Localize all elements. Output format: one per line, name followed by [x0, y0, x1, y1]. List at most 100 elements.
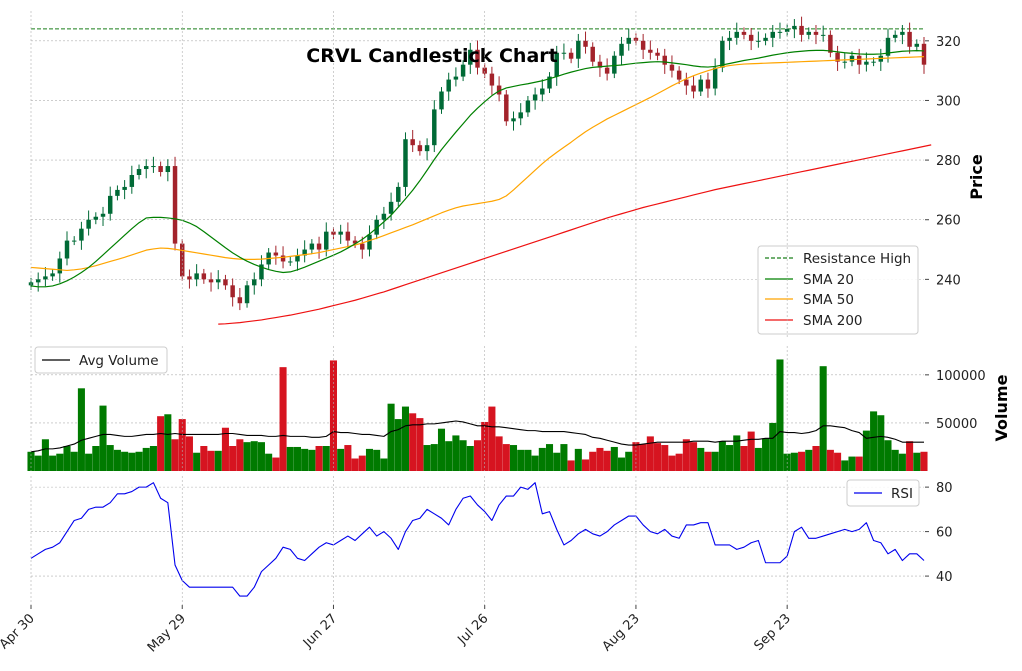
candle-body [381, 213, 387, 220]
candle-body [720, 40, 725, 68]
candle-body [388, 201, 394, 214]
candle-body [612, 55, 617, 74]
volume-bar [610, 446, 618, 471]
volume-bar [63, 446, 71, 471]
volume-bar [423, 445, 431, 471]
candle-body [93, 216, 99, 220]
rsi-legend-box [846, 479, 920, 507]
volume-axis-label: Volume [992, 374, 1011, 441]
candle-body [57, 258, 63, 274]
candle-body [460, 64, 466, 77]
volume-bar [805, 449, 813, 471]
volume-bar [473, 440, 482, 471]
candle-body [626, 37, 631, 44]
volume-bar [704, 451, 712, 471]
volume-bar [906, 441, 914, 471]
volume-bar [301, 448, 309, 471]
volume-bar [164, 414, 172, 471]
volume-bar [884, 440, 892, 471]
volume-bar [56, 453, 64, 471]
volume-bar [113, 449, 121, 471]
chart-title: CRVL Candlestick Chart [306, 45, 557, 67]
legend-label-sma200: SMA 200 [803, 313, 863, 329]
price-y-tick-label: 300 [936, 94, 961, 109]
candle-body [590, 46, 595, 62]
volume-bar [358, 455, 366, 471]
volume-bar [754, 447, 762, 471]
volume-bar [747, 431, 755, 471]
volume-bar [625, 451, 633, 471]
candle-body [86, 219, 91, 229]
candle-body [64, 240, 70, 259]
candle-body [165, 166, 171, 173]
candle-body [576, 40, 581, 59]
legend-label-rsi: RSI [891, 486, 913, 502]
volume-bar [351, 458, 359, 471]
candle-body [345, 231, 351, 241]
volume-bar [207, 450, 215, 471]
candle-body [410, 139, 415, 146]
candle-body [403, 139, 408, 187]
candle-body [504, 94, 509, 122]
volume-bar [243, 442, 251, 471]
volume-bar [661, 445, 669, 471]
rsi-y-ticks: 40 60 80 [925, 481, 953, 585]
candle-body [244, 285, 250, 304]
candle-body [468, 49, 473, 65]
volume-bar [344, 445, 352, 471]
candle-body [187, 276, 192, 280]
price-y-tick-label: 240 [936, 273, 961, 288]
candle-body [367, 234, 372, 250]
volume-bar [135, 451, 143, 471]
candle-body [684, 79, 689, 86]
candle-body [828, 34, 833, 53]
candle-body [115, 189, 120, 196]
candle-body [907, 31, 912, 47]
volume-bar [488, 406, 496, 471]
volume-bar [517, 449, 525, 471]
candle-body [43, 276, 48, 280]
volume-bar [41, 439, 49, 471]
rsi-y-tick-label: 40 [936, 570, 953, 585]
candlesticks [28, 16, 927, 311]
volume-bar [920, 451, 928, 471]
volume-bar [581, 459, 590, 471]
candle-body [79, 228, 84, 241]
candle-body [230, 285, 235, 298]
price-y-tick-label: 260 [936, 214, 961, 229]
x-axis: Apr 30 May 29 Jun 27 Jul 26 Aug 23 Sep 23 [0, 11, 794, 655]
rsi-panel: 40 60 80 RSI [30, 479, 953, 597]
candle-body [792, 25, 797, 29]
candle-body [475, 49, 480, 68]
legend-label-avg-volume: Avg Volume [79, 353, 159, 369]
volume-bar [690, 442, 698, 471]
volume-bar [178, 419, 186, 471]
x-tick-label: Apr 30 [0, 611, 38, 652]
candle-body [914, 43, 920, 47]
volume-bar [466, 446, 474, 471]
volume-bar [401, 406, 410, 471]
candle-body [900, 31, 905, 35]
candle-body [50, 273, 55, 277]
candle-body [662, 55, 667, 65]
volume-bar [437, 428, 446, 471]
volume-bar [214, 450, 222, 471]
rsi-line [30, 482, 925, 597]
volume-bar [819, 366, 827, 471]
volume-bar [711, 451, 719, 471]
candle-body [734, 31, 739, 38]
volume-bar [790, 452, 798, 471]
candle-body [511, 118, 516, 122]
candle-body [324, 231, 329, 250]
candle-body [107, 195, 113, 214]
candle-body [237, 297, 243, 304]
volume-panel: 50000 100000 Volume Avg Volume [27, 346, 1011, 471]
volume-legend: Avg Volume [34, 346, 168, 374]
candle-body [892, 34, 898, 38]
rsi-y-tick-label: 80 [936, 481, 953, 496]
volume-bar [733, 435, 741, 471]
volume-bar [286, 446, 294, 471]
volume-bar [848, 456, 856, 471]
volume-bar [257, 442, 265, 471]
